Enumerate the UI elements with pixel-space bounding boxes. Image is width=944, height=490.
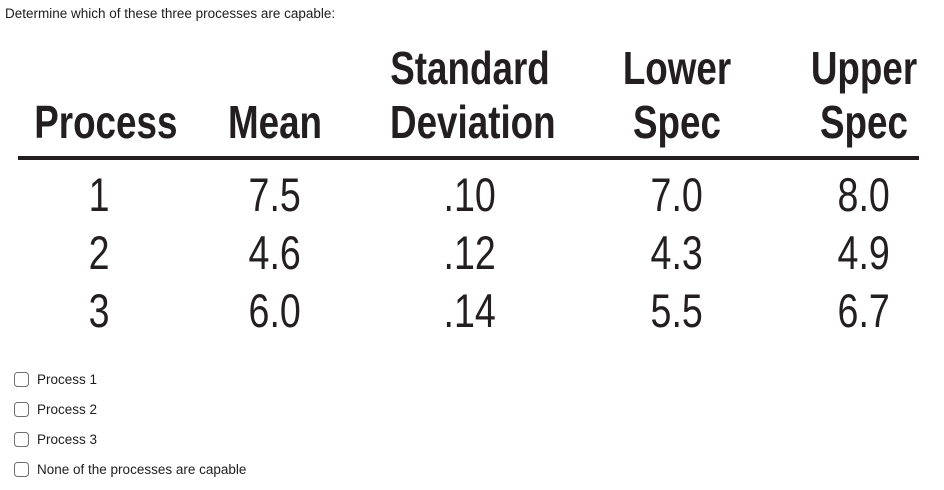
process-capability-table: Process Mean Standard Deviation Lower Sp…	[18, 38, 944, 339]
checkbox-icon[interactable]	[14, 402, 29, 417]
header-cell-upper-spec: Upper Spec	[784, 38, 944, 156]
cell-std-dev: .14	[443, 283, 497, 337]
option-none-capable[interactable]: None of the processes are capable	[14, 462, 246, 477]
checkbox-icon[interactable]	[14, 432, 29, 447]
option-process-1[interactable]: Process 1	[14, 372, 246, 387]
header-line1: Lower	[622, 42, 732, 94]
cell-process: 2	[88, 225, 110, 279]
header-line2: Spec	[820, 96, 908, 148]
cell-mean: 6.0	[248, 283, 302, 337]
checkbox-icon[interactable]	[14, 462, 29, 477]
table-header-row: Process Mean Standard Deviation Lower Sp…	[18, 38, 944, 156]
cell-std-dev: .10	[443, 167, 497, 221]
header-cell-mean: Mean	[180, 38, 370, 156]
checkbox-icon[interactable]	[14, 372, 29, 387]
option-process-2[interactable]: Process 2	[14, 402, 246, 417]
header-line2: Mean	[227, 96, 323, 148]
header-line2: Process	[34, 96, 178, 148]
table-row: 1 7.5 .10 7.0 8.0	[18, 156, 944, 223]
cell-upper-spec: 4.9	[837, 225, 891, 279]
option-label: Process 3	[37, 432, 98, 447]
cell-process: 1	[88, 167, 110, 221]
cell-process: 3	[88, 283, 110, 337]
option-label: None of the processes are capable	[37, 462, 247, 477]
cell-std-dev: .12	[443, 225, 497, 279]
cell-lower-spec: 5.5	[650, 283, 704, 337]
cell-mean: 7.5	[248, 167, 302, 221]
answer-options-group: Process 1 Process 2 Process 3 None of th…	[14, 372, 246, 490]
option-label: Process 2	[37, 402, 98, 417]
header-line1: Standard	[390, 42, 550, 94]
table-header-rule	[18, 156, 919, 160]
table-row: 3 6.0 .14 5.5 6.7	[18, 281, 944, 339]
option-label: Process 1	[37, 372, 98, 387]
cell-lower-spec: 4.3	[650, 225, 704, 279]
header-cell-standard-deviation: Standard Deviation	[370, 38, 570, 156]
option-process-3[interactable]: Process 3	[14, 432, 246, 447]
cell-lower-spec: 7.0	[650, 167, 704, 221]
question-text: Determine which of these three processes…	[5, 6, 336, 21]
header-line1: Upper	[810, 42, 918, 94]
header-cell-lower-spec: Lower Spec	[570, 38, 784, 156]
table-row: 2 4.6 .12 4.3 4.9	[18, 223, 944, 281]
header-line2: Spec	[633, 96, 721, 148]
header-cell-process: Process	[18, 38, 180, 156]
cell-mean: 4.6	[248, 225, 302, 279]
cell-upper-spec: 6.7	[837, 283, 891, 337]
header-line2: Deviation	[390, 96, 556, 148]
cell-upper-spec: 8.0	[837, 167, 891, 221]
